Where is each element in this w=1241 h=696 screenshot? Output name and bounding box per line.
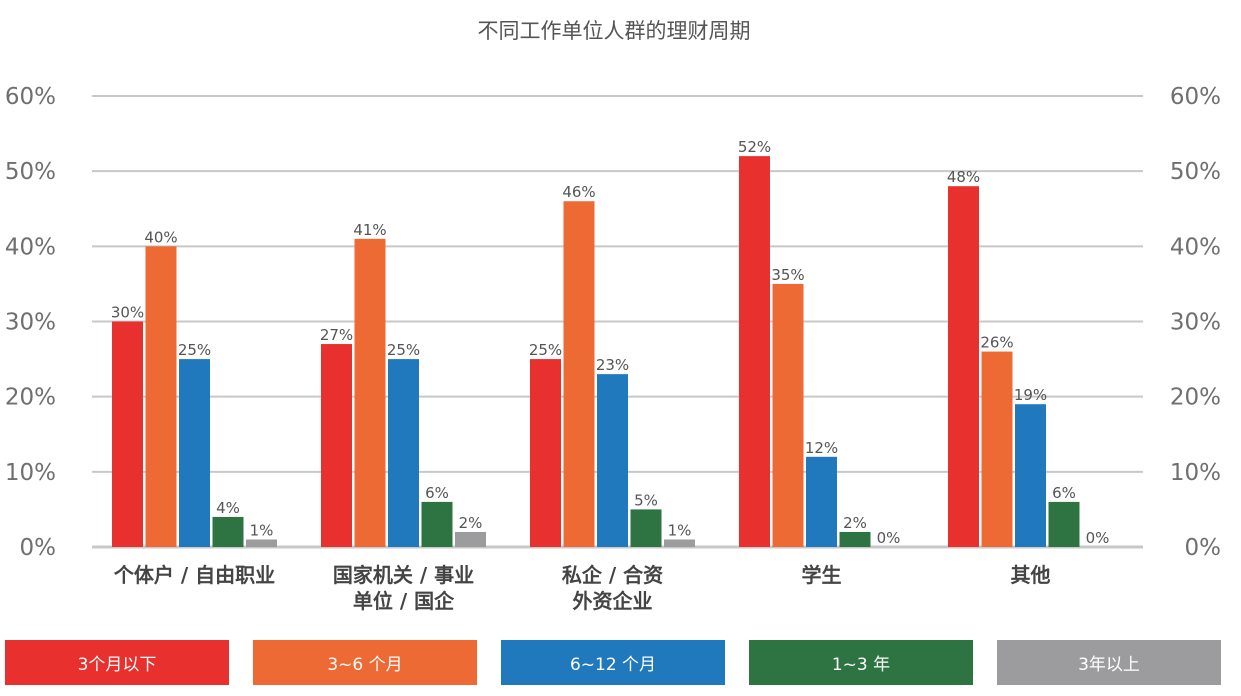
bar	[421, 501, 453, 547]
legend-label: 3个月以下	[77, 655, 157, 675]
bar	[388, 359, 419, 547]
y-tick-label-left: 50%	[5, 159, 56, 185]
legend-item: 6~12 个月	[501, 640, 725, 685]
bar	[179, 359, 210, 547]
legend-item: 1~3 年	[749, 640, 973, 685]
bar-value-label: 52%	[738, 138, 771, 156]
bar-value-label: 23%	[596, 356, 629, 374]
legend-label: 1~3 年	[831, 655, 891, 675]
bar-value-label: 48%	[947, 168, 980, 186]
bars	[112, 156, 1080, 548]
bar-value-label: 5%	[634, 491, 658, 509]
bar-value-label: 19%	[1014, 386, 1047, 404]
data-labels: 30% 40% 25% 4% 1% 27% 41% 25% 6% 2% 25% 46% 23% 5% 1% 5…	[111, 138, 1110, 547]
bar	[455, 531, 486, 547]
y-tick-label-right: 30%	[1170, 310, 1221, 336]
category-label: 个体户 / 自由职业	[113, 563, 275, 587]
bar	[145, 246, 177, 548]
bar-value-label: 0%	[1086, 529, 1110, 547]
bar-value-label: 2%	[459, 514, 483, 532]
legend-item: 3~6 个月	[253, 640, 477, 685]
category-label: 其他	[1011, 563, 1051, 587]
bar	[839, 531, 871, 547]
y-tick-label-left: 10%	[5, 460, 56, 486]
category-label: 外资企业	[573, 589, 653, 613]
category-label: 私企 / 合资	[562, 563, 663, 587]
bar	[772, 283, 804, 547]
bar	[212, 516, 244, 547]
category-label: 学生	[802, 563, 842, 587]
bar	[563, 201, 595, 547]
bar	[806, 456, 837, 547]
bar-value-label: 30%	[111, 304, 144, 322]
bar	[246, 539, 277, 547]
bar-value-label: 25%	[529, 341, 562, 359]
y-tick-label-right: 10%	[1170, 460, 1221, 486]
y-tick-label-right: 0%	[1185, 535, 1222, 561]
bar-value-label: 0%	[877, 529, 901, 547]
y-tick-label-left: 30%	[5, 310, 56, 336]
y-axis-left: 0% 10% 20% 30% 40% 50% 60%	[5, 84, 56, 561]
bar-value-label: 6%	[425, 484, 449, 502]
bar-value-label: 1%	[668, 521, 692, 539]
bar	[739, 156, 770, 547]
bar	[981, 351, 1013, 547]
bar	[354, 238, 386, 548]
bar	[321, 344, 352, 547]
bar-value-label: 6%	[1052, 484, 1076, 502]
bar-value-label: 35%	[771, 266, 804, 284]
legend-label: 3年以上	[1078, 655, 1140, 675]
chart-title: 不同工作单位人群的理财周期	[478, 19, 751, 43]
bar-value-label: 12%	[805, 439, 838, 457]
bar	[1048, 501, 1080, 547]
bar-value-label: 40%	[144, 228, 177, 246]
y-tick-label-left: 60%	[5, 84, 56, 110]
bar-value-label: 41%	[353, 221, 386, 239]
bar-value-label: 27%	[320, 326, 353, 344]
y-tick-label-right: 20%	[1170, 385, 1221, 411]
bar-value-label: 46%	[562, 183, 595, 201]
bar-value-label: 25%	[178, 341, 211, 359]
bar-chart: 不同工作单位人群的理财周期 0% 10% 20% 30% 40% 50% 60% 0% 10%…	[5, 19, 1221, 613]
bar	[597, 374, 628, 547]
bar	[112, 321, 143, 547]
legend-item: 3个月以下	[5, 640, 229, 685]
bar-value-label: 2%	[843, 514, 867, 532]
y-tick-label-left: 0%	[20, 535, 57, 561]
bar	[948, 186, 979, 547]
bar	[630, 509, 662, 547]
y-tick-label-left: 40%	[5, 234, 56, 260]
bar-value-label: 25%	[387, 341, 420, 359]
y-axis-right: 0% 10% 20% 30% 40% 50% 60%	[1170, 84, 1221, 561]
bar	[1015, 404, 1046, 547]
bar-value-label: 1%	[250, 521, 274, 539]
legend-label: 6~12 个月	[569, 655, 657, 675]
legend: 3个月以下 3~6 个月 6~12 个月 1~3 年 3年以上	[0, 640, 1241, 686]
legend-label: 3~6 个月	[327, 655, 403, 675]
bar-value-label: 4%	[216, 499, 240, 517]
category-label: 单位 / 国企	[353, 589, 455, 613]
y-tick-label-right: 60%	[1170, 84, 1221, 110]
y-tick-label-right: 40%	[1170, 234, 1221, 260]
bar-value-label: 26%	[980, 334, 1013, 352]
legend-item: 3年以上	[997, 640, 1221, 685]
bar	[664, 539, 695, 547]
y-tick-label-left: 20%	[5, 385, 56, 411]
y-tick-label-right: 50%	[1170, 159, 1221, 185]
category-label: 国家机关 / 事业	[333, 563, 474, 587]
bar	[530, 359, 561, 547]
